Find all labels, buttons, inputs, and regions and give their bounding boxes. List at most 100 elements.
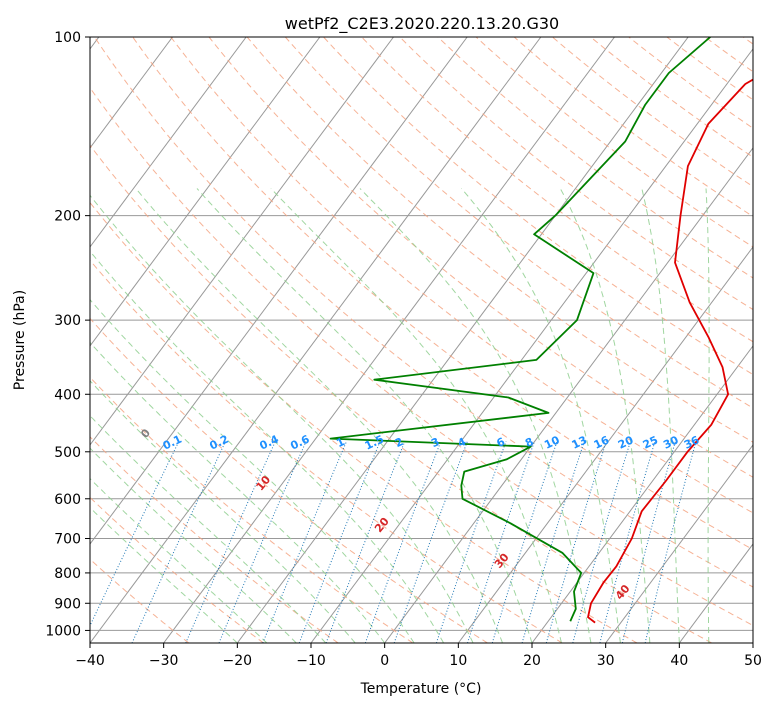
x-tick-label: 40 [670,653,688,669]
isotherm-line [90,37,394,446]
dry-adiabat-line [94,37,753,588]
axis-layer: −40 −30 −20 −10 0 10 20 30 40 5010020030040050060… [45,30,762,669]
mixing-ratio-line [364,441,442,643]
mixing-ratio-line [218,441,307,643]
dry-adiabat-label: 40 [613,582,633,602]
y-tick-label: 600 [54,492,81,508]
x-axis-label: Temperature (°C) [360,681,482,697]
mixing-ratio-line [90,441,180,627]
moist-adiabat-line [559,188,651,643]
mixing-ratio-line [644,441,697,643]
mixing-ratio-label: 0.2 [208,433,231,453]
mixing-ratio-label: 13 [570,433,589,451]
x-tick-label: 0 [380,653,389,669]
dry-adiabat-line [90,86,753,627]
mixing-ratio-label: 36 [682,433,702,451]
x-tick-label: 30 [597,653,615,669]
isotherm-line [90,37,173,149]
isotherm-line [457,246,753,643]
dry-adiabat-line [742,37,753,45]
moist-adiabat-line [270,188,562,643]
isotherm-line [384,147,753,643]
moist-adiabat-line [461,188,621,643]
dry-adiabat-label: 10 [253,473,273,493]
x-tick-label: −40 [75,653,105,669]
y-tick-label: 200 [54,209,81,225]
mixing-ratio-line [298,441,381,643]
dry-adiabat-label: 20 [372,515,392,535]
moist-adiabat-line [641,188,680,643]
y-tick-label: 400 [54,387,81,403]
dry-adiabat-line [90,201,638,643]
mixing-ratio-line [393,441,468,643]
moist-adiabat-line [90,380,356,643]
mixing-ratio-label: 0.6 [288,432,311,452]
isotherm-line [90,37,321,347]
dry-adiabat-line [666,37,753,101]
isotherm-line [752,642,753,643]
y-tick-label: 500 [54,445,81,461]
y-tick-label: 700 [54,532,81,548]
mixing-ratio-line [325,441,406,643]
mixing-ratio-label: 0.4 [258,432,281,452]
isotherm-line [236,37,689,643]
isotherm-line [90,37,542,643]
isotherm-line [605,444,753,643]
dry-adiabat-line [132,37,753,551]
mixing-ratio-line [599,441,656,643]
moist-adiabat-line [705,188,710,643]
mixing-ratio-line [467,441,535,643]
mixing-ratio-label: 6 [495,435,508,450]
mixing-ratio-line [572,441,631,643]
x-tick-label: 20 [523,653,541,669]
dry-adiabat-line [704,37,753,73]
mixing-ratio-label: 20 [616,433,636,451]
mixing-ratio-line [491,441,558,643]
moist-adiabat-line [90,447,297,643]
mixing-ratio-label: 2 [393,435,405,450]
moist-adiabat-line [359,188,592,643]
dry-adiabat-line [90,317,488,643]
y-tick-label: 1000 [45,623,81,639]
data-layer [329,37,753,624]
isopleth-labels: 0.1 0.2 0.4 0.6 1 1.5 2 3 4 6 8 10 13 16 20 25 30 3601020… [138,426,701,602]
mixing-ratio-label: 10 [542,433,562,451]
x-tick-label: 10 [449,653,467,669]
x-tick-label: −20 [223,653,253,669]
dry-adiabat-line [284,37,753,409]
dry-adiabat-line [90,144,712,643]
dry-adiabat-line [90,376,414,643]
mixing-ratio-line [435,441,507,643]
mixing-ratio-label: 30 [661,433,681,451]
x-tick-label: −30 [149,653,179,669]
x-tick-label: −10 [296,653,326,669]
dry-adiabat-label: 30 [492,551,512,571]
y-tick-label: 900 [54,596,81,612]
dry-adiabat-line [361,37,753,343]
y-tick-label: 800 [54,566,81,582]
isotherm-line [310,48,753,643]
dry-adiabat-line [208,37,753,478]
isotherm-line [163,37,615,643]
moist-adiabat-line [90,477,268,643]
mixing-ratio-line [621,441,676,643]
mixing-ratio-label: 1.5 [363,433,386,453]
dry-adiabat-line [323,37,753,376]
dry-adiabat-line [170,37,753,514]
y-tick-label: 300 [54,313,81,329]
dry-adiabat-line [552,37,753,188]
dry-adiabat-line [90,436,339,643]
chart-title: wetPf2_C2E3.2020.220.13.20.G30 [285,14,559,34]
moist-adiabat-line [135,188,503,643]
mixing-ratio-line [185,441,276,643]
y-tick-label: 100 [54,30,81,46]
mixing-ratio-label: 25 [641,433,660,451]
dry-adiabat-line [90,496,264,643]
plot-frame [89,36,754,644]
moist-adiabat-line [90,250,445,643]
mixing-ratio-line [521,441,585,643]
y-axis-label: Pressure (hPa) [12,290,28,390]
mixing-ratio-line [545,441,607,643]
x-tick-label: 50 [744,653,762,669]
